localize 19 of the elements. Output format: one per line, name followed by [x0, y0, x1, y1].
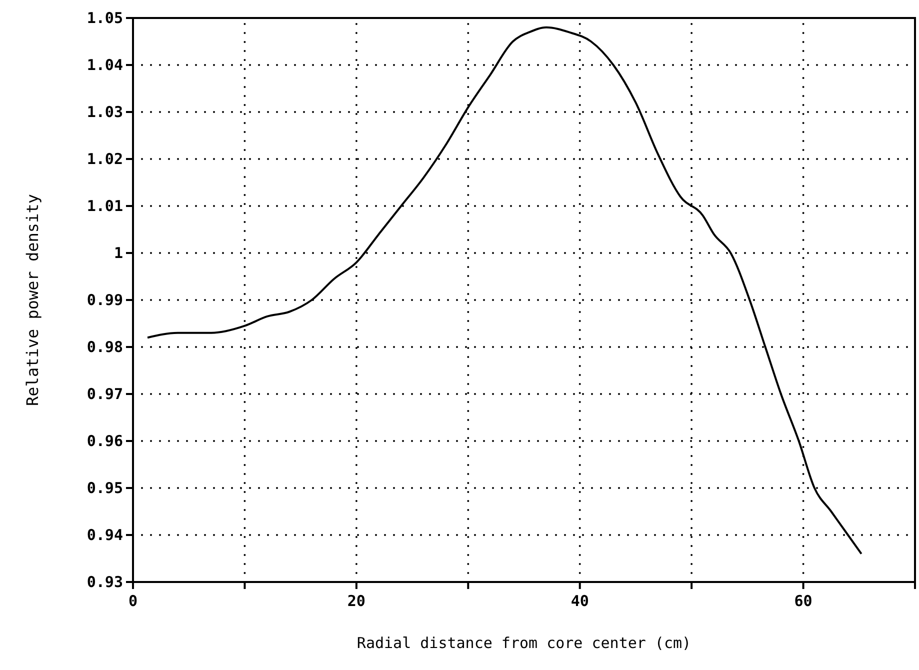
y-tick-label: 0.98	[86, 338, 123, 356]
y-tick-label: 1.04	[86, 56, 123, 74]
y-tick-label: 1.03	[86, 103, 123, 121]
y-axis-title: Relative power density	[23, 194, 42, 406]
y-tick-label: 0.97	[86, 385, 123, 403]
y-tick-label: 0.99	[86, 291, 123, 309]
x-axis-title: Radial distance from core center (cm)	[356, 634, 692, 652]
y-tick-label: 0.94	[86, 526, 123, 544]
y-tick-label: 1.01	[86, 197, 123, 215]
x-tick-label: 40	[570, 592, 589, 610]
x-tick-label: 0	[128, 592, 138, 610]
x-tick-label: 60	[794, 592, 812, 610]
y-tick-label: 1	[114, 244, 123, 262]
y-tick-label: 0.95	[86, 479, 123, 497]
x-tick-label: 20	[347, 592, 366, 610]
y-tick-label: 1.02	[86, 150, 123, 168]
y-tick-label: 1.05	[86, 9, 123, 27]
y-tick-label: 0.96	[86, 432, 123, 450]
y-tick-label: 0.93	[86, 573, 123, 591]
